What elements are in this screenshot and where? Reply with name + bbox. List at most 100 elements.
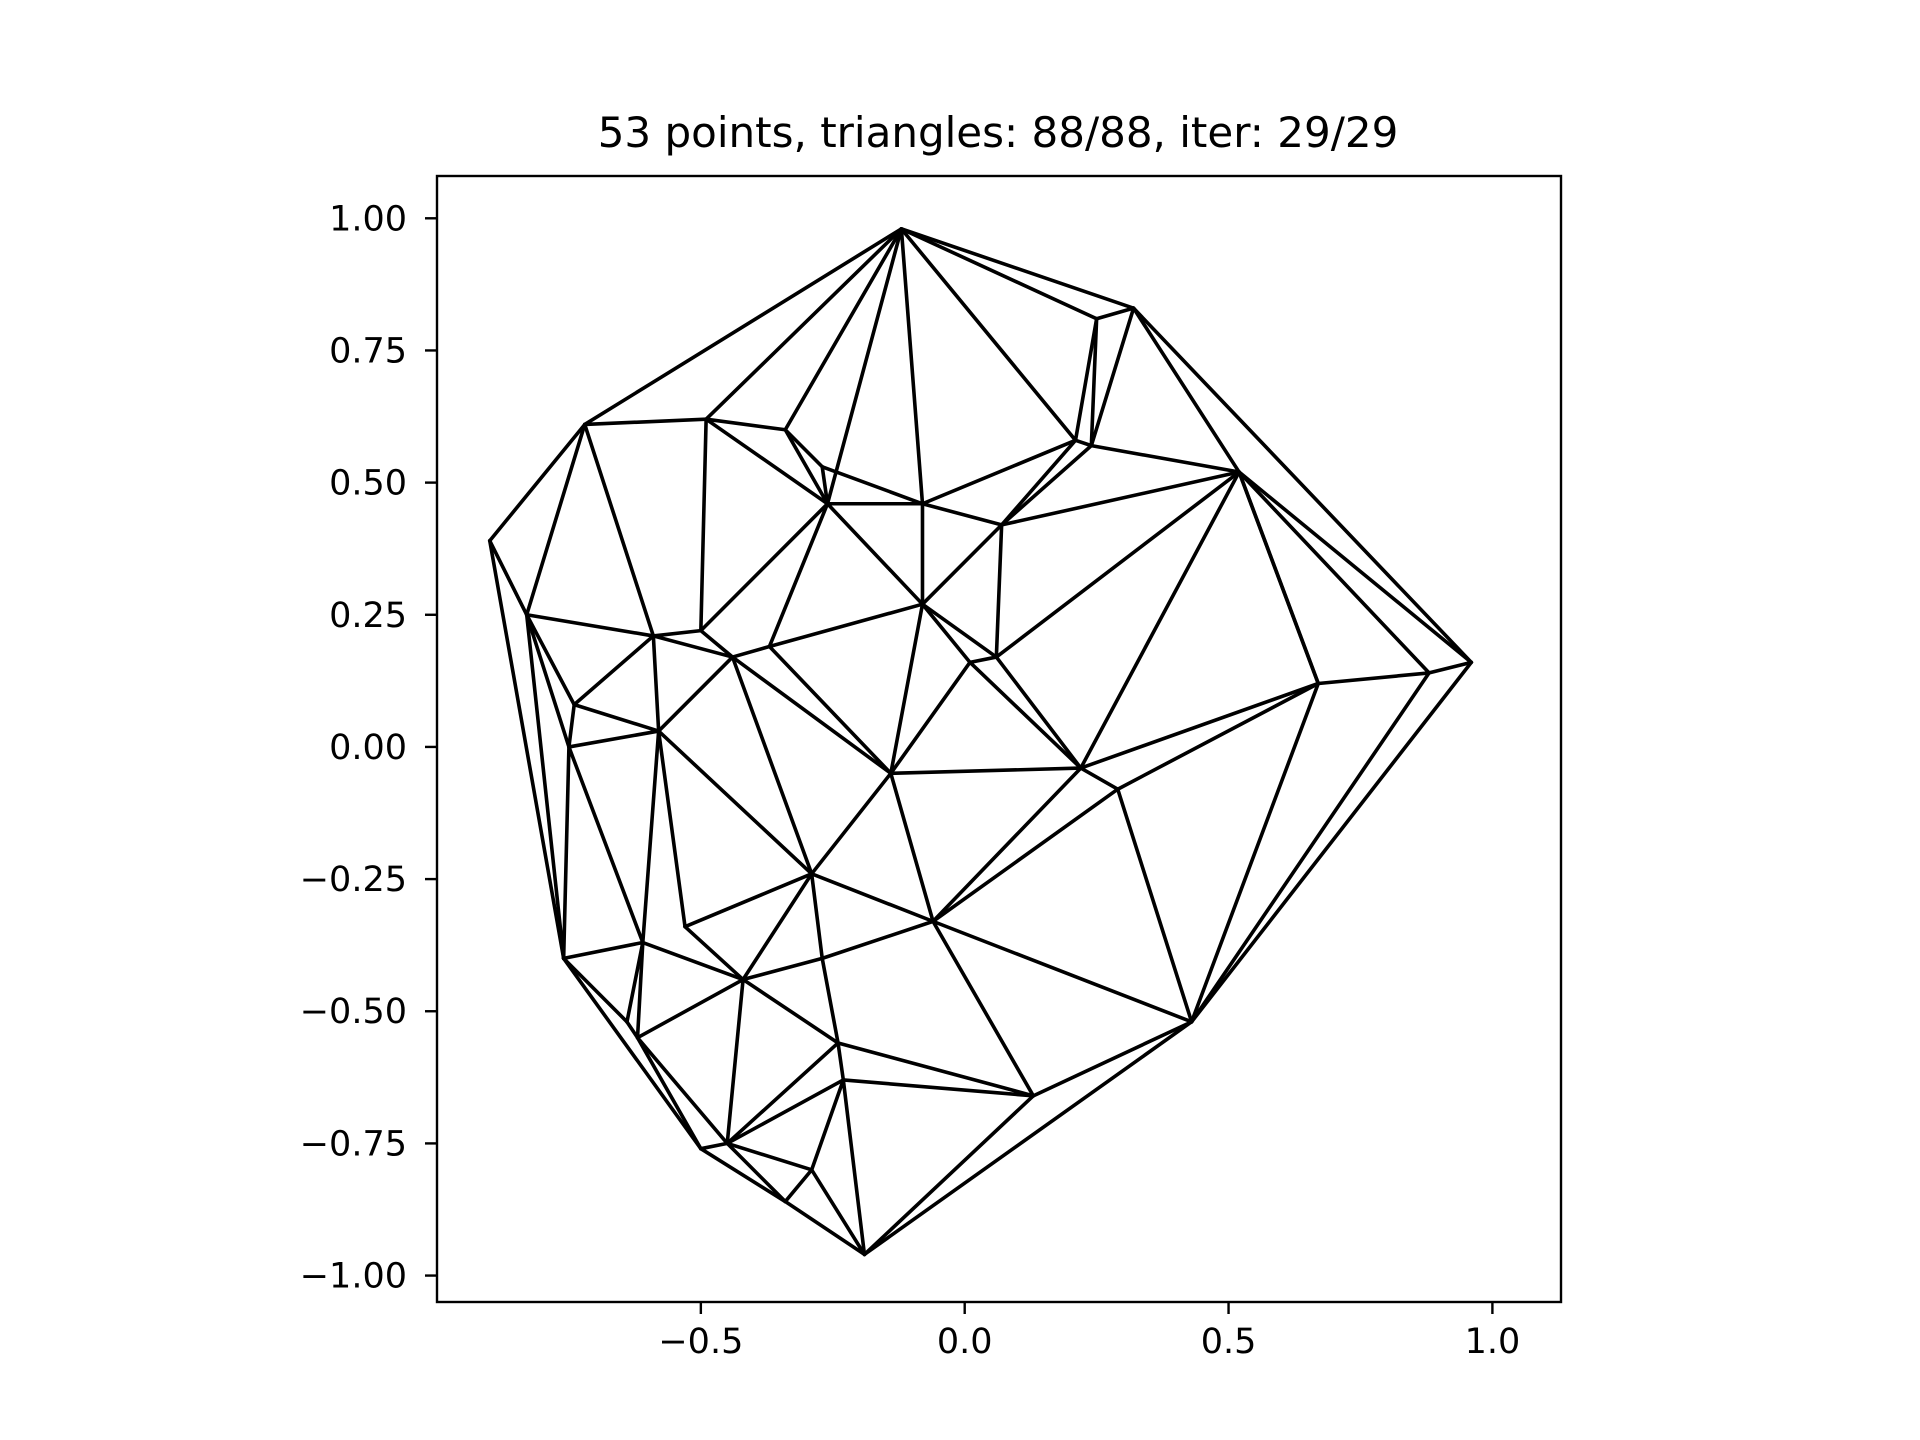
mesh-edge (625, 1020, 640, 1040)
mesh-edge (841, 1078, 867, 1257)
mesh-edge (1078, 470, 1241, 770)
mesh-edge (487, 538, 566, 961)
mesh-edge (1078, 766, 1120, 792)
mesh-edge (841, 1078, 1036, 1098)
y-tick-label: 0.50 (329, 464, 407, 504)
mesh-edge (567, 745, 645, 945)
mesh-edge (899, 227, 1078, 443)
mesh-edge (994, 655, 1083, 770)
mesh-edge (1073, 316, 1099, 443)
mesh-edge (899, 227, 1136, 310)
mesh-edge (1427, 660, 1474, 675)
mesh-edge (725, 977, 745, 1146)
mesh-edge (836, 1041, 1036, 1098)
mesh-edge (567, 729, 661, 749)
mesh-edge (809, 1168, 867, 1257)
y-tick-label: −0.25 (300, 860, 407, 900)
mesh-edge (968, 655, 999, 665)
mesh-edge (820, 956, 840, 1045)
mesh-edge (1189, 671, 1431, 1024)
mesh-edge (524, 612, 577, 707)
mesh-edge (635, 1035, 703, 1151)
mesh-edge (741, 956, 825, 982)
mesh-edge (683, 924, 745, 982)
mesh-edge (572, 702, 661, 733)
mesh-edge (625, 940, 645, 1024)
mesh-edge (730, 655, 814, 876)
mesh-edge (1115, 787, 1194, 1024)
mesh-edge (767, 644, 893, 776)
mesh-edge (651, 634, 661, 733)
mesh-edge (920, 602, 999, 659)
mesh-edge (487, 538, 529, 617)
mesh-edge (656, 655, 735, 733)
mesh-edge (767, 602, 925, 649)
mesh-edge (889, 660, 972, 776)
mesh-edge (699, 628, 735, 659)
mesh-edge (889, 771, 935, 924)
mesh-edge (862, 1020, 1194, 1257)
mesh-edge (699, 1141, 730, 1151)
mesh-edge (1316, 671, 1431, 686)
mesh-edge (783, 227, 904, 432)
mesh-edge (783, 427, 825, 469)
mesh-edge (656, 729, 687, 929)
mesh-edge (567, 702, 577, 749)
y-tick-label: −1.00 (300, 1257, 407, 1297)
mesh-edge (683, 872, 814, 929)
mesh-edge (809, 1078, 846, 1172)
mesh-edge (651, 634, 735, 659)
axes-frame (435, 174, 1563, 1304)
mesh-edge (1031, 1020, 1194, 1098)
mesh-edge (651, 628, 703, 638)
mesh-edge (931, 919, 1194, 1024)
mesh-edge (641, 940, 745, 982)
y-tick-label: −0.50 (300, 992, 407, 1032)
mesh-edge (704, 417, 788, 432)
mesh-edge (524, 612, 656, 638)
mesh-edge (1094, 306, 1136, 321)
mesh-edge (635, 1035, 730, 1146)
mesh-edge (999, 443, 1094, 527)
mesh-edge (999, 438, 1078, 527)
mesh-edge (994, 523, 1004, 659)
mesh-edge (862, 1094, 1036, 1257)
mesh-edge (582, 227, 904, 427)
mesh-edge (783, 1199, 867, 1257)
mesh-edge (1189, 660, 1474, 1024)
mesh-edge (561, 940, 645, 961)
mesh-edge (809, 771, 893, 876)
mesh-edge (699, 417, 708, 633)
mesh-edge (767, 501, 830, 649)
mesh-edge (1189, 681, 1321, 1024)
y-tick-label: 1.00 (329, 199, 407, 239)
y-tick-label: 0.25 (329, 596, 407, 636)
mesh-edge (725, 1078, 846, 1146)
mesh-edge (889, 602, 925, 776)
mesh-edge (635, 977, 745, 1040)
mesh-edge (889, 766, 1083, 776)
mesh-edge (783, 427, 830, 506)
mesh-edge (561, 956, 629, 1024)
mesh-edge (1089, 306, 1136, 448)
x-tick-label: 0.0 (937, 1322, 993, 1362)
mesh-edge (1131, 306, 1241, 474)
mesh-edge (1115, 681, 1321, 792)
mesh-edge (809, 872, 825, 961)
mesh-edge (920, 602, 972, 665)
x-tick-label: 1.0 (1465, 1322, 1521, 1362)
mesh-edge (656, 729, 814, 876)
mesh-edge (820, 464, 830, 506)
x-tick-label: −0.5 (658, 1322, 743, 1362)
mesh-edge (899, 227, 1099, 321)
mesh-edge (836, 1041, 846, 1082)
mesh-edge (899, 227, 925, 506)
mesh-edge (820, 919, 935, 961)
mesh-edge (1089, 443, 1241, 474)
mesh-edge (1131, 306, 1474, 665)
mesh-edge (699, 501, 830, 633)
mesh-edge (820, 464, 925, 506)
mesh-edge (968, 660, 1083, 770)
mesh-edge (487, 422, 587, 543)
mesh-edge (994, 470, 1241, 659)
